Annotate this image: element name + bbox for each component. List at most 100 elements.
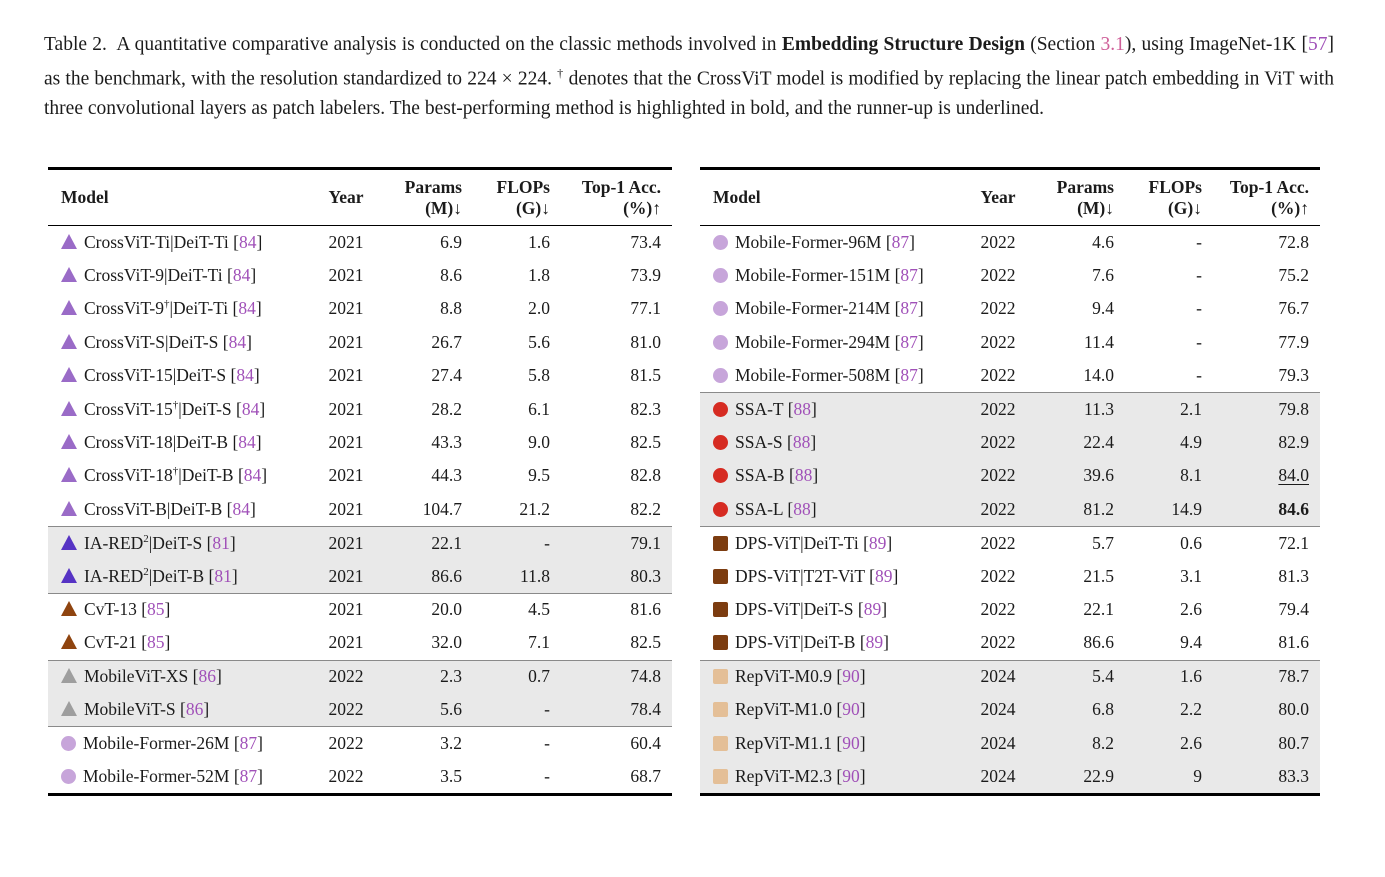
citation-link[interactable]: 84 [243,465,262,486]
citation-link[interactable]: 85 [147,599,165,620]
section-link[interactable]: 3.1 [1100,34,1125,55]
citation-link[interactable]: 89 [868,532,887,553]
citation-link[interactable]: 86 [198,666,217,687]
year-cell: 2022 [980,632,1016,653]
table-row: Mobile-Former-52M [87] 2022 3.5 - 68.7 [48,760,672,793]
model-cell: Mobile-Former-151M [87] [700,265,962,286]
model-name: IA-RED2|DeiT-B [81] [84,565,238,586]
citation-link[interactable]: 87 [900,365,918,386]
model-name: CrossViT-S|DeiT-S [84] [84,331,252,352]
square-marker-icon [713,601,728,617]
params-cell: 5.7 [1092,532,1114,553]
params-cell: 20.0 [431,599,462,620]
params-cell: 43.3 [431,432,462,453]
params-cell: 32.0 [431,632,462,653]
citation-link[interactable]: 84 [236,365,254,386]
model-cell: RepViT-M1.0 [90] [700,699,962,720]
left-table-body: CrossViT-Ti|DeiT-Ti [84] 2021 6.9 1.6 73.4 Cr… [48,226,672,794]
citation-link[interactable]: 90 [842,666,860,687]
caption-text: Table 2. A quantitative comparative anal… [44,34,782,55]
acc-cell: 82.3 [550,399,672,420]
table-row: RepViT-M1.1 [90] 2024 8.2 2.6 80.7 [700,726,1320,760]
citation-link[interactable]: 81 [214,565,232,586]
acc-cell: 72.8 [1202,232,1320,253]
params-cell: 3.5 [440,765,462,786]
model-name: Mobile-Former-52M [87] [83,765,263,786]
citation-link[interactable]: 90 [842,765,860,786]
citation-link[interactable]: 81 [212,532,230,553]
citation-link[interactable]: 57 [1307,34,1328,55]
model-name: SSA-S [88] [735,432,817,453]
model-cell: RepViT-M0.9 [90] [700,666,962,687]
model-cell: CrossViT-B|DeiT-B [84] [48,499,310,520]
citation-link[interactable]: 84 [232,265,251,286]
year-cell: 2022 [980,598,1016,619]
top1-acc-value: 77.1 [630,298,661,319]
model-cell: Mobile-Former-96M [87] [700,232,962,253]
citation-link[interactable]: 90 [842,699,860,720]
params-cell: 22.1 [1083,598,1114,619]
model-name: CrossViT-B|DeiT-B [84] [84,498,256,519]
circle-marker-icon [713,435,728,451]
params-cell: 8.2 [1092,732,1114,753]
citation-link[interactable]: 84 [228,331,247,352]
acc-cell: 82.2 [550,499,672,520]
citation-link[interactable]: 88 [792,432,811,453]
acc-cell: 73.4 [550,232,672,253]
triangle-marker-icon [61,467,77,483]
model-name: RepViT-M1.0 [90] [735,699,866,720]
table-row: CrossViT-9|DeiT-Ti [84] 2021 8.6 1.8 73.9 [48,259,672,292]
table-row: MobileViT-XS [86] 2022 2.3 0.7 74.8 [48,659,672,693]
table-row: DPS-ViT|DeiT-S [89] 2022 22.1 2.6 79.4 [700,593,1320,626]
model-cell: IA-RED2|DeiT-S [81] [48,533,310,554]
params-cell: 86.6 [1083,632,1114,653]
citation-link[interactable]: 84 [238,298,256,319]
top1-acc-value: 80.7 [1278,732,1309,753]
model-name: SSA-T [88] [735,399,817,420]
table-row: Mobile-Former-151M [87] 2022 7.6 - 75.2 [700,259,1320,292]
circle-marker-icon [713,468,728,484]
flops-cell: 14.9 [1171,498,1202,519]
citation-link[interactable]: 88 [794,465,813,486]
citation-link[interactable]: 87 [900,331,918,352]
params-cell: 22.4 [1083,432,1114,453]
citation-link[interactable]: 84 [239,231,257,252]
params-cell: 26.7 [431,331,462,352]
citation-link[interactable]: 89 [865,632,884,653]
citation-link[interactable]: 88 [793,399,812,420]
citation-link[interactable]: 84 [238,432,256,453]
citation-link[interactable]: 84 [241,398,260,419]
model-name: CrossViT-Ti|DeiT-Ti [84] [84,231,263,252]
circle-marker-icon [713,334,728,350]
year-cell: 2022 [980,465,1016,486]
acc-cell: 78.4 [550,699,672,720]
triangle-marker-icon [61,400,77,416]
year-cell: 2022 [980,432,1016,453]
citation-link[interactable]: 88 [793,498,811,519]
params-cell: 39.6 [1083,465,1114,486]
year-cell: 2022 [980,265,1016,286]
top1-acc-value: 79.8 [1278,399,1309,420]
citation-link[interactable]: 89 [863,598,882,619]
year-cell: 2021 [328,365,364,386]
circle-marker-icon [61,768,76,784]
table-row: IA-RED2|DeiT-S [81] 2021 22.1 - 79.1 [48,526,672,560]
citation-link[interactable]: 90 [842,732,860,753]
citation-link[interactable]: 87 [900,265,918,286]
flops-cell: 11.8 [520,565,550,586]
citation-link[interactable]: 87 [239,733,258,754]
citation-link[interactable]: 87 [239,765,258,786]
citation-link[interactable]: 89 [874,565,893,586]
citation-link[interactable]: 87 [891,231,910,252]
model-name: SSA-L [88] [735,498,817,519]
citation-link[interactable]: 86 [185,699,204,720]
citation-link[interactable]: 87 [900,298,918,319]
citation-link[interactable]: 84 [232,498,250,519]
year-cell: 2022 [328,699,364,720]
table-row: CrossViT-18†|DeiT-B [84] 2021 44.3 9.5 82.8 [48,459,672,492]
model-cell: DPS-ViT|T2T-ViT [89] [700,566,962,587]
flops-cell: 0.7 [528,666,550,687]
acc-cell: 77.9 [1202,332,1320,353]
model-name: CrossViT-18†|DeiT-B [84] [84,465,268,486]
citation-link[interactable]: 85 [147,632,165,653]
